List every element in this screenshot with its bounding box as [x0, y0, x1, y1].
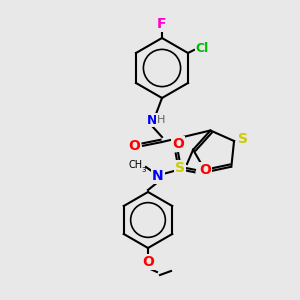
Text: F: F	[157, 17, 167, 31]
Text: Cl: Cl	[195, 41, 208, 55]
Text: N: N	[147, 113, 157, 127]
Text: N: N	[152, 169, 164, 183]
Text: O: O	[142, 255, 154, 269]
Text: S: S	[175, 161, 185, 175]
Text: O: O	[172, 137, 184, 151]
Text: CH: CH	[129, 160, 143, 170]
Text: H: H	[157, 115, 165, 125]
Text: S: S	[238, 132, 248, 146]
Text: 3: 3	[142, 167, 146, 173]
Text: O: O	[199, 163, 211, 177]
Text: O: O	[128, 139, 140, 153]
